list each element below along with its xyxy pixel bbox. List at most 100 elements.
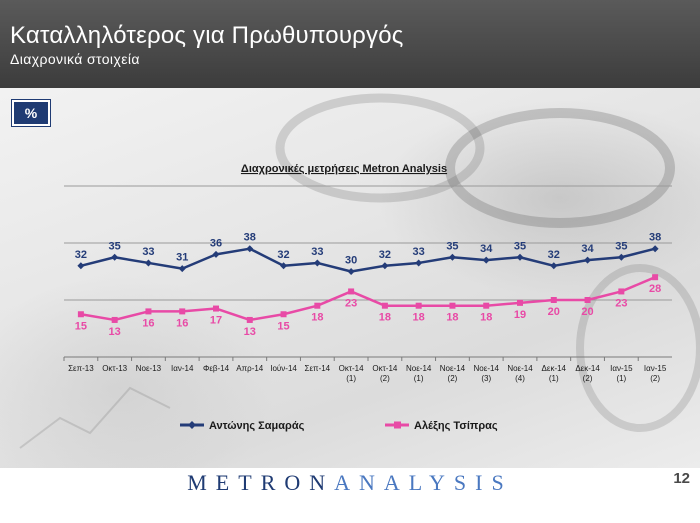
x-tick-label: Δεκ-14 (2) [575, 364, 600, 383]
data-point [584, 297, 591, 303]
page-number: 12 [673, 470, 690, 487]
data-label: 34 [581, 243, 594, 255]
legend: Αντώνης Σαμαράς Αλέξης Τσίπρας [180, 420, 498, 432]
x-tick-label: Απρ-14 [236, 364, 264, 373]
data-point [280, 262, 288, 270]
chart-title: Διαχρονικές μετρήσεις Metron Analysis [241, 163, 447, 175]
x-tick-label-line: (4) [515, 374, 525, 383]
data-point [381, 262, 389, 270]
x-tick-label: Νοε-14 (2) [440, 364, 466, 383]
data-point [246, 316, 253, 323]
x-tick-label-line: (3) [481, 374, 491, 383]
x-tick-label: Οκτ-14 (1) [339, 364, 364, 383]
grid [64, 185, 672, 358]
page-subtitle: Διαχρονικά στοιχεία [10, 51, 140, 67]
data-point [280, 311, 287, 318]
x-tick-label-line: Οκτ-13 [102, 364, 127, 373]
data-label: 20 [581, 306, 593, 318]
x-tick-label-line: Δεκ-14 [542, 364, 567, 373]
series-line-1 [80, 247, 656, 273]
x-tick-label: Δεκ-14 (1) [542, 364, 567, 383]
x-tick-label-line: Νοε-14 [406, 364, 432, 373]
data-label: 35 [514, 240, 526, 252]
data-point [179, 308, 186, 315]
x-tick-label: Οκτ-13 [102, 364, 127, 373]
footer [0, 468, 700, 523]
x-tick-label-line: (1) [346, 374, 356, 383]
data-point [550, 262, 558, 270]
legend-marker [394, 421, 401, 429]
data-label: 18 [379, 312, 391, 324]
data-label: 18 [311, 312, 323, 324]
x-tick-label: Νοε-14 (3) [474, 364, 500, 383]
data-point [516, 253, 524, 261]
x-axis-ticks: Σεπ-13 Οκτ-13 Νοε-13 Ιαν-14 Φεβ-14 Απρ-14 Ιούν… [63, 357, 667, 383]
x-tick-label-line: (1) [414, 374, 424, 383]
data-label: 23 [615, 297, 627, 309]
data-point [448, 253, 456, 261]
unit-badge: % [11, 99, 51, 127]
data-label: 18 [413, 312, 425, 324]
data-point [212, 250, 220, 258]
data-point [111, 253, 119, 261]
x-tick-label: Οκτ-14 (2) [372, 364, 397, 383]
data-label: 19 [514, 309, 526, 321]
x-tick-label-line: (1) [549, 374, 559, 383]
line-chart: Διαχρονικές μετρήσεις Metron Analysis 32… [63, 163, 672, 432]
data-label: 16 [176, 317, 188, 329]
x-tick-label-line: (2) [583, 374, 593, 383]
x-tick-label-line: Σεπ-14 [305, 364, 331, 373]
data-point [77, 311, 84, 318]
data-label: 35 [615, 240, 627, 252]
data-point [246, 245, 254, 253]
data-label: 23 [345, 297, 357, 309]
x-tick-label-line: Ιούν-14 [270, 364, 297, 373]
x-tick-label: Σεπ-13 [68, 364, 94, 373]
data-label: 35 [109, 240, 121, 252]
x-tick-label-line: Σεπ-13 [68, 364, 94, 373]
x-tick-label: Ιαν-15 (2) [644, 364, 667, 383]
data-point [77, 262, 85, 270]
x-tick-label-line: Ιαν-15 [610, 364, 633, 373]
x-tick-label-line: (1) [616, 374, 626, 383]
page-title: Καταλληλότερος για Πρωθυπουργός [10, 22, 404, 49]
logo-part-analysis: ANALYSIS [334, 470, 513, 495]
background-glasses-image [19, 93, 700, 449]
data-label: 15 [277, 320, 289, 332]
data-label: 33 [142, 246, 154, 258]
x-tick-label-line: Νοε-13 [136, 364, 162, 373]
data-point [617, 253, 625, 261]
data-label: 18 [480, 312, 492, 324]
data-label: 16 [142, 317, 154, 329]
data-point [618, 288, 625, 295]
data-label: 32 [75, 249, 87, 261]
x-tick-label-line: Ιαν-14 [171, 364, 194, 373]
x-tick-label: Φεβ-14 [203, 364, 230, 373]
data-point [313, 259, 321, 267]
data-point [381, 302, 388, 309]
data-point [651, 245, 659, 253]
data-label: 15 [75, 320, 87, 332]
data-label: 34 [480, 243, 493, 255]
logo-part-metron: METRON [187, 470, 335, 495]
x-tick-label-line: (2) [448, 374, 458, 383]
data-point [482, 256, 490, 264]
data-label: 38 [649, 232, 661, 244]
data-label: 30 [345, 255, 357, 267]
data-label: 13 [244, 326, 256, 338]
data-label: 28 [649, 283, 661, 295]
legend-label-2: Αλέξης Τσίπρας [414, 420, 498, 432]
data-label: 33 [413, 246, 425, 258]
series-line-2 [80, 276, 656, 322]
x-tick-label-line: Νοε-14 [440, 364, 466, 373]
x-tick-label-line: Νοε-14 [474, 364, 500, 373]
data-point [178, 265, 186, 273]
x-tick-label-line: Δεκ-14 [575, 364, 600, 373]
data-label: 32 [277, 249, 289, 261]
data-label: 33 [311, 246, 323, 258]
data-point [652, 274, 659, 281]
data-point [449, 302, 456, 309]
background-photo [0, 88, 700, 468]
data-label: 35 [446, 240, 458, 252]
x-tick-label: Νοε-13 [136, 364, 162, 373]
